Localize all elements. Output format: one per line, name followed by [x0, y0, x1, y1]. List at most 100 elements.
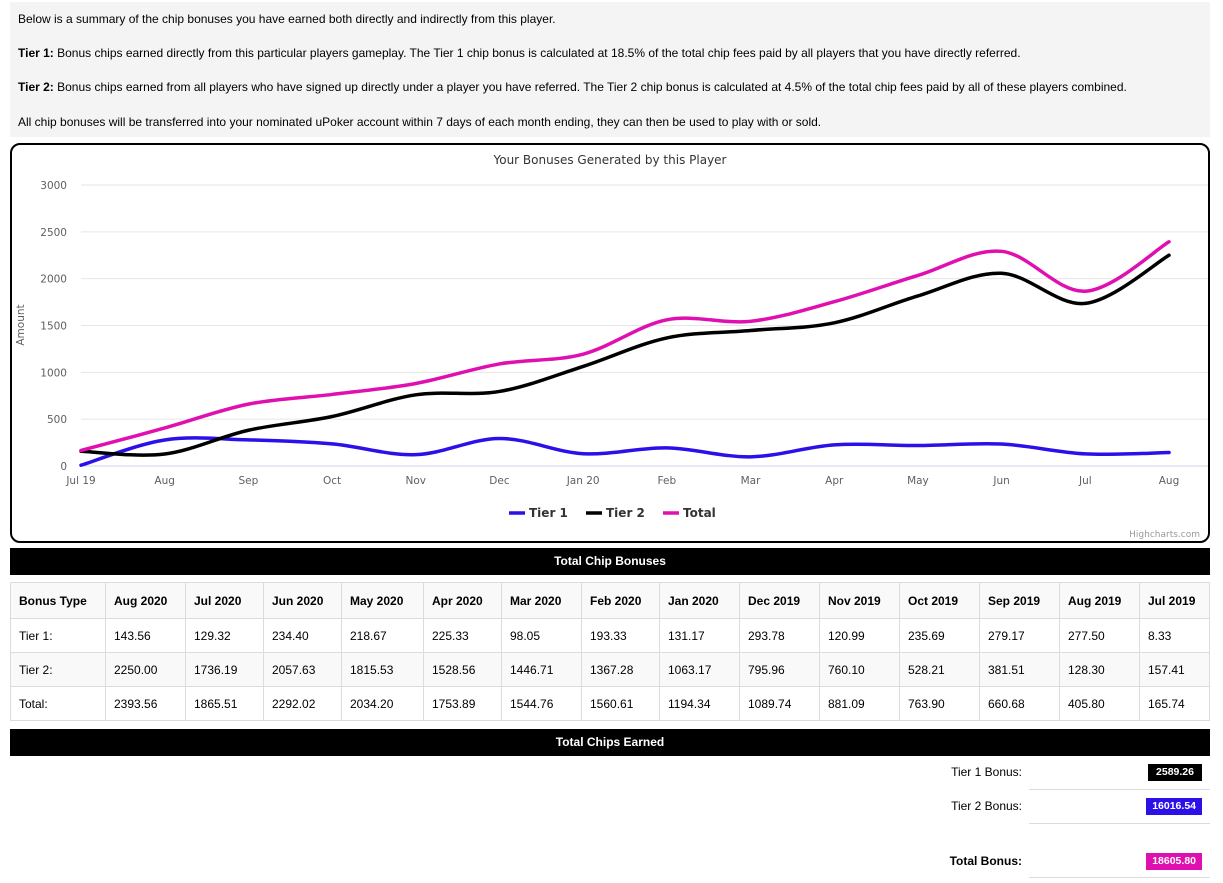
data-point[interactable]	[745, 451, 757, 463]
data-point[interactable]	[410, 449, 422, 461]
data-point[interactable]	[326, 438, 338, 450]
data-point[interactable]	[242, 424, 254, 436]
value-cell: 1367.28	[581, 652, 660, 687]
chart-legend[interactable]: Tier 1 Tier 2 Total	[509, 506, 716, 520]
data-point[interactable]	[326, 388, 338, 400]
bonus-chart: Your Bonuses Generated by this Player 0 5…	[10, 143, 1210, 543]
data-point[interactable]	[1163, 236, 1175, 248]
x-tick-label: Jul	[1078, 475, 1092, 487]
x-tick-label: May	[907, 475, 929, 487]
x-tick-label: Mar	[741, 475, 761, 487]
column-header: Jul 2019	[1139, 582, 1210, 619]
data-point[interactable]	[828, 317, 840, 329]
data-point[interactable]	[1079, 297, 1091, 309]
data-point[interactable]	[745, 315, 757, 327]
data-point[interactable]	[661, 442, 673, 454]
data-point[interactable]	[577, 360, 589, 372]
data-point[interactable]	[996, 438, 1008, 450]
x-tick-label: Nov	[406, 475, 427, 487]
x-tick-label: Apr	[825, 475, 844, 487]
x-tick-label: Aug	[154, 475, 175, 487]
value-cell: 234.40	[263, 618, 342, 653]
data-point[interactable]	[828, 439, 840, 451]
data-point[interactable]	[1163, 447, 1175, 459]
data-point[interactable]	[493, 385, 505, 397]
data-point[interactable]	[159, 448, 171, 460]
value-cell: 2034.20	[341, 686, 424, 721]
data-point[interactable]	[159, 422, 171, 434]
value-cell: 1753.89	[423, 686, 502, 721]
column-header: Aug 2019	[1059, 582, 1140, 619]
column-header: Oct 2019	[899, 582, 980, 619]
divider	[1029, 789, 1210, 790]
bonus-chart-svg: Your Bonuses Generated by this Player 0 5…	[15, 153, 1208, 540]
table-row: Tier 1: 143.56 129.32 234.40 218.67 225.33 98.…	[10, 618, 1210, 653]
tier1-label: Tier 1:	[18, 46, 54, 61]
y-tick-label: 2000	[40, 274, 67, 286]
value-cell: 143.56	[105, 618, 186, 653]
y-tick-label: 500	[47, 414, 67, 426]
value-cell: 193.33	[581, 618, 660, 653]
value-cell: 293.78	[739, 618, 820, 653]
value-cell: 277.50	[1059, 618, 1140, 653]
data-point[interactable]	[75, 444, 87, 456]
tier1-text: Bonus chips earned directly from this pa…	[53, 46, 1021, 61]
legend-label: Tier 2	[606, 506, 645, 520]
value-cell: 1736.19	[185, 652, 264, 687]
value-cell: 381.51	[979, 652, 1060, 687]
legend-item-tier-1[interactable]: Tier 1	[509, 506, 568, 520]
data-point[interactable]	[828, 296, 840, 308]
data-point[interactable]	[1163, 249, 1175, 261]
column-header: Feb 2020	[581, 582, 660, 619]
data-point[interactable]	[326, 411, 338, 423]
data-point[interactable]	[912, 290, 924, 302]
value-cell: 2057.63	[263, 652, 342, 687]
data-point[interactable]	[577, 448, 589, 460]
x-tick-label: Jun	[992, 475, 1009, 487]
data-point[interactable]	[75, 459, 87, 471]
data-point[interactable]	[996, 267, 1008, 279]
data-point[interactable]	[493, 432, 505, 444]
value-cell: 528.21	[899, 652, 980, 687]
data-point[interactable]	[661, 314, 673, 326]
column-header: Nov 2019	[819, 582, 900, 619]
series-line-tier-2[interactable]	[79, 253, 1171, 457]
data-point[interactable]	[912, 440, 924, 452]
value-cell: 1560.61	[581, 686, 660, 721]
series-line-total[interactable]	[79, 240, 1171, 453]
data-point[interactable]	[912, 269, 924, 281]
value-cell: 1815.53	[341, 652, 424, 687]
value-cell: 1544.76	[501, 686, 582, 721]
y-tick-label: 0	[60, 461, 67, 473]
value-cell: 235.69	[899, 618, 980, 653]
data-point[interactable]	[577, 348, 589, 360]
value-cell: 131.17	[659, 618, 740, 653]
data-point[interactable]	[242, 398, 254, 410]
data-point[interactable]	[996, 245, 1008, 257]
data-point[interactable]	[410, 389, 422, 401]
legend-item-tier-2[interactable]: Tier 2	[586, 506, 645, 520]
legend-item-total[interactable]: Total	[663, 506, 716, 520]
bonus-info-panel: Below is a summary of the chip bonuses y…	[10, 2, 1210, 137]
data-point[interactable]	[1079, 448, 1091, 460]
value-cell: 1865.51	[185, 686, 264, 721]
data-point[interactable]	[493, 358, 505, 370]
data-point[interactable]	[1079, 285, 1091, 297]
table-body: Tier 1: 143.56 129.32 234.40 218.67 225.33 98.…	[10, 618, 1210, 721]
column-header: Sep 2019	[979, 582, 1060, 619]
chip-bonuses-table: Bonus Type Aug 2020 Jul 2020 Jun 2020 May 20…	[10, 582, 1210, 721]
value-cell: 120.99	[819, 618, 900, 653]
x-tick-label: Dec	[489, 475, 510, 487]
data-point[interactable]	[661, 332, 673, 344]
tier1-description: Tier 1: Bonus chips earned directly from…	[18, 46, 1202, 61]
value-cell: 1063.17	[659, 652, 740, 687]
chart-credit[interactable]: Highcharts.com	[1129, 530, 1200, 540]
table-row: Total: 2393.56 1865.51 2292.02 2034.20 1753.8…	[10, 686, 1210, 721]
x-tick-label: Feb	[658, 475, 677, 487]
x-tick-label: Jul 19	[65, 475, 95, 487]
data-point[interactable]	[410, 377, 422, 389]
data-point[interactable]	[159, 434, 171, 446]
value-cell: 760.10	[819, 652, 900, 687]
tier1-bonus-row: Tier 1 Bonus: 2589.26	[10, 758, 1210, 792]
series-line-tier-1[interactable]	[79, 436, 1171, 467]
